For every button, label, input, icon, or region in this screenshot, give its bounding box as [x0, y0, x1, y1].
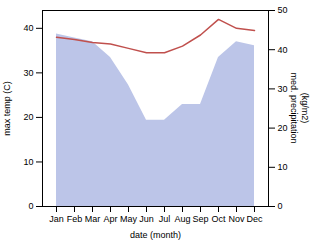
svg-text:Dec: Dec [246, 214, 263, 224]
svg-text:Nov: Nov [228, 214, 245, 224]
svg-text:Aug: Aug [174, 214, 190, 224]
svg-text:0: 0 [28, 201, 33, 211]
svg-text:Sep: Sep [192, 214, 208, 224]
svg-text:20: 20 [278, 123, 288, 133]
svg-text:med. precipitation(kg/m2): med. precipitation(kg/m2) [289, 72, 310, 143]
svg-text:date (month): date (month) [130, 230, 181, 240]
svg-text:40: 40 [278, 45, 288, 55]
svg-text:0: 0 [278, 201, 283, 211]
svg-text:Feb: Feb [67, 214, 83, 224]
svg-text:20: 20 [23, 112, 33, 122]
svg-text:30: 30 [23, 68, 33, 78]
svg-text:10: 10 [278, 162, 288, 172]
svg-text:Jul: Jul [159, 214, 171, 224]
svg-text:Jan: Jan [49, 214, 64, 224]
svg-text:40: 40 [23, 23, 33, 33]
svg-text:50: 50 [278, 5, 288, 15]
svg-text:max temp (C): max temp (C) [2, 81, 12, 136]
svg-text:Mar: Mar [85, 214, 101, 224]
svg-text:30: 30 [278, 84, 288, 94]
svg-text:May: May [120, 214, 138, 224]
svg-text:Oct: Oct [211, 214, 226, 224]
svg-text:Apr: Apr [103, 214, 117, 224]
svg-text:Jun: Jun [139, 214, 154, 224]
svg-text:10: 10 [23, 157, 33, 167]
